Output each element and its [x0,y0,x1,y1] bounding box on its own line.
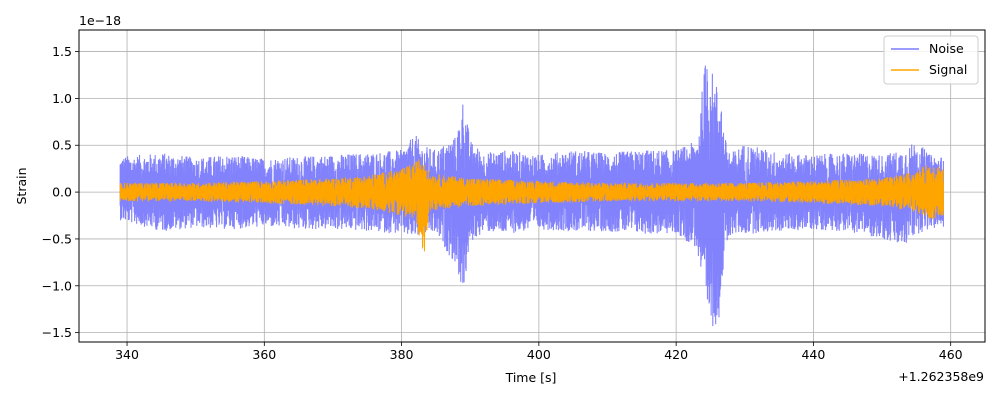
legend-label-signal: Signal [929,62,967,77]
legend-box [883,35,979,85]
y-scale-label: 1e−18 [79,13,121,28]
legend: Noise Signal [883,35,979,85]
y-tick-label: 0.5 [52,138,72,153]
ticks: 340 360 380 400 420 440 460 −1.5 −1.0 −0.5 0.0 0.5 1… [42,44,963,362]
x-tick-label: 360 [252,347,276,362]
x-axis-label: Time [s] [505,370,557,385]
legend-label-noise: Noise [929,41,964,56]
y-tick-label: 1.0 [52,91,72,106]
series-line-signal [119,159,944,252]
y-tick-label: −1.0 [42,278,72,293]
x-tick-label: 400 [527,347,551,362]
y-tick-label: −0.5 [42,231,72,246]
x-tick-label: 460 [939,347,963,362]
x-offset-label: +1.262358e9 [898,369,984,384]
x-tick-label: 440 [801,347,825,362]
y-tick-label: −1.5 [42,325,72,340]
plot-frame [78,29,986,343]
x-tick-label: 420 [664,347,688,362]
x-tick-label: 340 [115,347,139,362]
y-tick-label: 1.5 [52,44,72,59]
x-tick-label: 380 [390,347,414,362]
y-axis-label: Strain [14,167,29,204]
y-tick-label: 0.0 [52,185,72,200]
plot-area [119,65,944,327]
